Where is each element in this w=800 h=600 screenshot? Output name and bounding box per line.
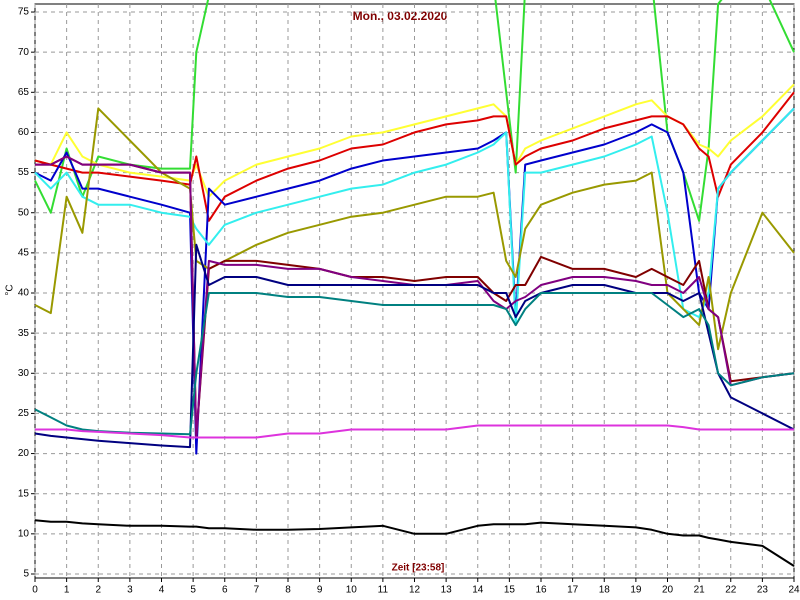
x-tick-label: 20 (662, 585, 674, 596)
chart-title: Mon., 03.02.2020 (353, 9, 448, 23)
x-tick-label: 12 (409, 585, 421, 596)
y-tick-label: 10 (18, 528, 30, 539)
x-tick-label: 17 (567, 585, 579, 596)
y-tick-label: 30 (18, 368, 30, 379)
x-tick-label: 9 (317, 585, 323, 596)
series-line (35, 424, 794, 439)
x-tick-label: 19 (630, 585, 642, 596)
x-tick-label: 10 (346, 585, 358, 596)
x-tick-label: 0 (32, 585, 38, 596)
x-tick-label: 4 (159, 585, 165, 596)
y-tick-label: 75 (18, 7, 30, 18)
x-tick-label: 16 (535, 585, 547, 596)
series-line (34, 243, 795, 449)
y-tick-label: 35 (18, 328, 30, 339)
y-tick-label: 45 (18, 248, 30, 259)
y-tick-label: 5 (23, 569, 29, 580)
y-tick-label: 55 (18, 167, 30, 178)
x-tick-label: 2 (95, 585, 101, 596)
y-tick-label: 25 (18, 408, 30, 419)
series-line (34, 91, 795, 222)
x-tick-label: 21 (694, 585, 706, 596)
x-tick-label: 23 (757, 585, 769, 596)
x-tick-label: 18 (599, 585, 611, 596)
series-line (34, 107, 795, 455)
series-line (34, 107, 795, 351)
series-line (35, 155, 795, 439)
y-tick-label: 70 (18, 47, 30, 58)
y-tick-label: 20 (18, 448, 30, 459)
x-tick-label: 6 (222, 585, 228, 596)
x-tick-label: 15 (504, 585, 516, 596)
y-tick-label: 40 (18, 288, 30, 299)
x-tick-label: 14 (472, 585, 484, 596)
y-tick-label: 15 (18, 488, 30, 499)
y-axis-label: °C (5, 284, 16, 295)
x-tick-label: 3 (127, 585, 133, 596)
x-tick-label: 11 (378, 585, 389, 596)
series-line (34, 519, 795, 567)
x-tick-label: 24 (788, 585, 800, 596)
x-axis-label: Zeit [23:58] (392, 563, 445, 574)
x-tick-label: 8 (285, 585, 291, 596)
x-tick-label: 22 (725, 585, 737, 596)
y-tick-label: 50 (18, 207, 30, 218)
x-tick-label: 13 (441, 585, 453, 596)
series-line (34, 292, 795, 436)
x-tick-label: 5 (190, 585, 196, 596)
x-tick-label: 1 (64, 585, 70, 596)
x-tick-label: 7 (254, 585, 260, 596)
y-tick-label: 65 (18, 87, 30, 98)
y-tick-label: 60 (18, 127, 30, 138)
